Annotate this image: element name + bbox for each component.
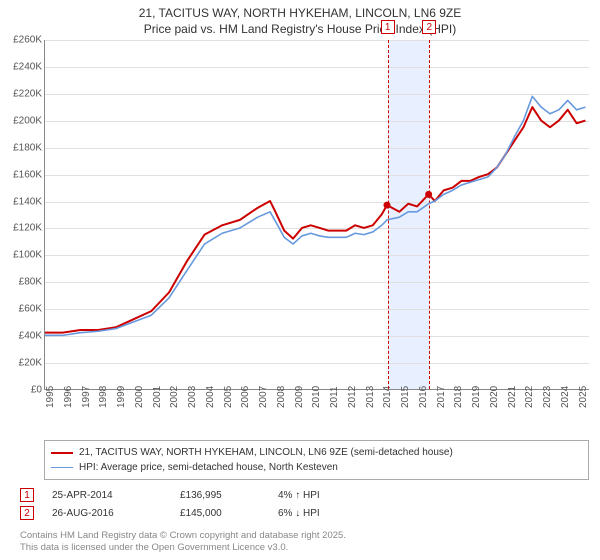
sale-dot	[425, 191, 432, 198]
sale-marker-box: 2	[422, 20, 436, 34]
series-svg	[45, 40, 589, 389]
sale-diff: 4% ↑ HPI	[278, 490, 368, 501]
y-tick-label: £0	[0, 385, 42, 396]
chart-area: £0 £20K £40K £60K £80K £100K £120K £140K £160K £1…	[0, 40, 600, 410]
sale-marker-icon: 2	[20, 506, 34, 520]
legend: 21, TACITUS WAY, NORTH HYKEHAM, LINCOLN,…	[44, 440, 589, 480]
series-hpi	[45, 96, 585, 335]
footer-line-1: Contains HM Land Registry data © Crown c…	[20, 530, 580, 542]
y-tick-label: £40K	[0, 331, 42, 342]
sale-row: 1 25-APR-2014 £136,995 4% ↑ HPI	[20, 488, 580, 502]
chart-container: 21, TACITUS WAY, NORTH HYKEHAM, LINCOLN,…	[0, 0, 600, 560]
y-tick-label: £260K	[0, 35, 42, 46]
y-tick-label: £60K	[0, 304, 42, 315]
legend-label: 21, TACITUS WAY, NORTH HYKEHAM, LINCOLN,…	[79, 445, 453, 460]
y-tick-label: £240K	[0, 61, 42, 72]
sale-marker-icon: 1	[20, 488, 34, 502]
y-tick-label: £120K	[0, 223, 42, 234]
y-tick-label: £220K	[0, 88, 42, 99]
y-tick-label: £200K	[0, 115, 42, 126]
sale-diff: 6% ↓ HPI	[278, 508, 368, 519]
footer-line-2: This data is licensed under the Open Gov…	[20, 542, 580, 554]
y-tick-label: £180K	[0, 142, 42, 153]
sale-price: £145,000	[180, 508, 260, 519]
series-price-paid	[45, 107, 585, 333]
y-tick-label: £100K	[0, 250, 42, 261]
legend-swatch	[51, 452, 73, 454]
y-tick-label: £20K	[0, 358, 42, 369]
footer: Contains HM Land Registry data © Crown c…	[20, 530, 580, 555]
sale-date: 25-APR-2014	[52, 490, 162, 501]
sale-row: 2 26-AUG-2016 £145,000 6% ↓ HPI	[20, 506, 580, 520]
legend-swatch	[51, 467, 73, 468]
sale-dot	[383, 202, 390, 209]
sale-marker-box: 1	[381, 20, 395, 34]
y-tick-label: £80K	[0, 277, 42, 288]
title-line-1: 21, TACITUS WAY, NORTH HYKEHAM, LINCOLN,…	[0, 6, 600, 22]
legend-row: 21, TACITUS WAY, NORTH HYKEHAM, LINCOLN,…	[51, 445, 582, 460]
plot-area: 1995199619971998199920002001200220032004…	[44, 40, 589, 390]
sale-date: 26-AUG-2016	[52, 508, 162, 519]
sales-table: 1 25-APR-2014 £136,995 4% ↑ HPI 2 26-AUG-2016…	[20, 488, 580, 524]
title-line-2: Price paid vs. HM Land Registry's House …	[0, 22, 600, 38]
y-tick-label: £160K	[0, 169, 42, 180]
legend-row: HPI: Average price, semi-detached house,…	[51, 460, 582, 475]
y-tick-label: £140K	[0, 196, 42, 207]
title-block: 21, TACITUS WAY, NORTH HYKEHAM, LINCOLN,…	[0, 0, 600, 39]
sale-price: £136,995	[180, 490, 260, 501]
legend-label: HPI: Average price, semi-detached house,…	[79, 460, 338, 475]
